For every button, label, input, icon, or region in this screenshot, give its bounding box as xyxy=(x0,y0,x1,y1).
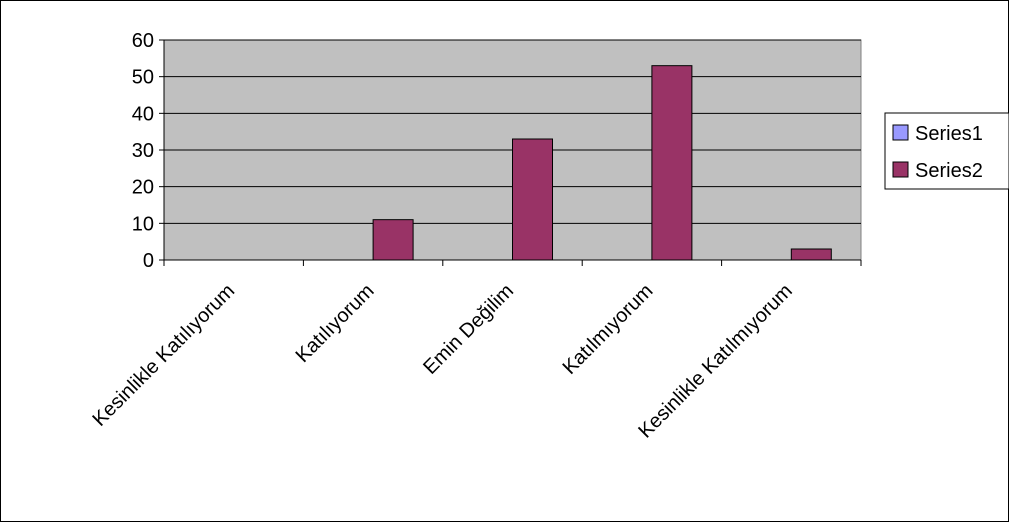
legend-label-series1: Series1 xyxy=(915,123,983,145)
y-tick-label: 0 xyxy=(143,250,154,272)
legend-swatch-series2 xyxy=(892,161,909,178)
x-tick-label: Katılmıyorum xyxy=(559,280,658,379)
legend: Series1 Series2 xyxy=(884,112,1009,190)
x-tick-label: Kesinlikle Katılmıyorum xyxy=(634,280,797,443)
bar-series2-1 xyxy=(372,219,414,261)
bar-series2-3 xyxy=(651,65,693,261)
y-tick-label: 60 xyxy=(132,30,154,52)
y-tick-label: 20 xyxy=(132,177,154,199)
axes xyxy=(159,39,862,266)
y-tick-label: 30 xyxy=(132,140,154,162)
y-tick-label: 50 xyxy=(132,67,154,89)
y-tick-label: 10 xyxy=(132,213,154,235)
y-axis-ticks: 0 10 20 30 40 50 60 xyxy=(132,30,154,272)
bars xyxy=(372,65,832,261)
x-tick-label: Katılıyorum xyxy=(292,280,379,367)
x-tick-label: Emin Değilim xyxy=(419,280,518,379)
legend-swatch-series1 xyxy=(892,124,909,141)
y-tick-label: 40 xyxy=(132,103,154,125)
grid-lines xyxy=(164,39,861,224)
legend-label-series2: Series2 xyxy=(915,160,983,182)
x-axis-ticks: Kesinlikle Katılıyorum Katılıyorum Emin De… xyxy=(88,280,796,443)
x-tick-label: Kesinlikle Katılıyorum xyxy=(88,280,239,431)
bar-series2-2 xyxy=(512,138,553,261)
bar-series2-4 xyxy=(790,248,832,261)
